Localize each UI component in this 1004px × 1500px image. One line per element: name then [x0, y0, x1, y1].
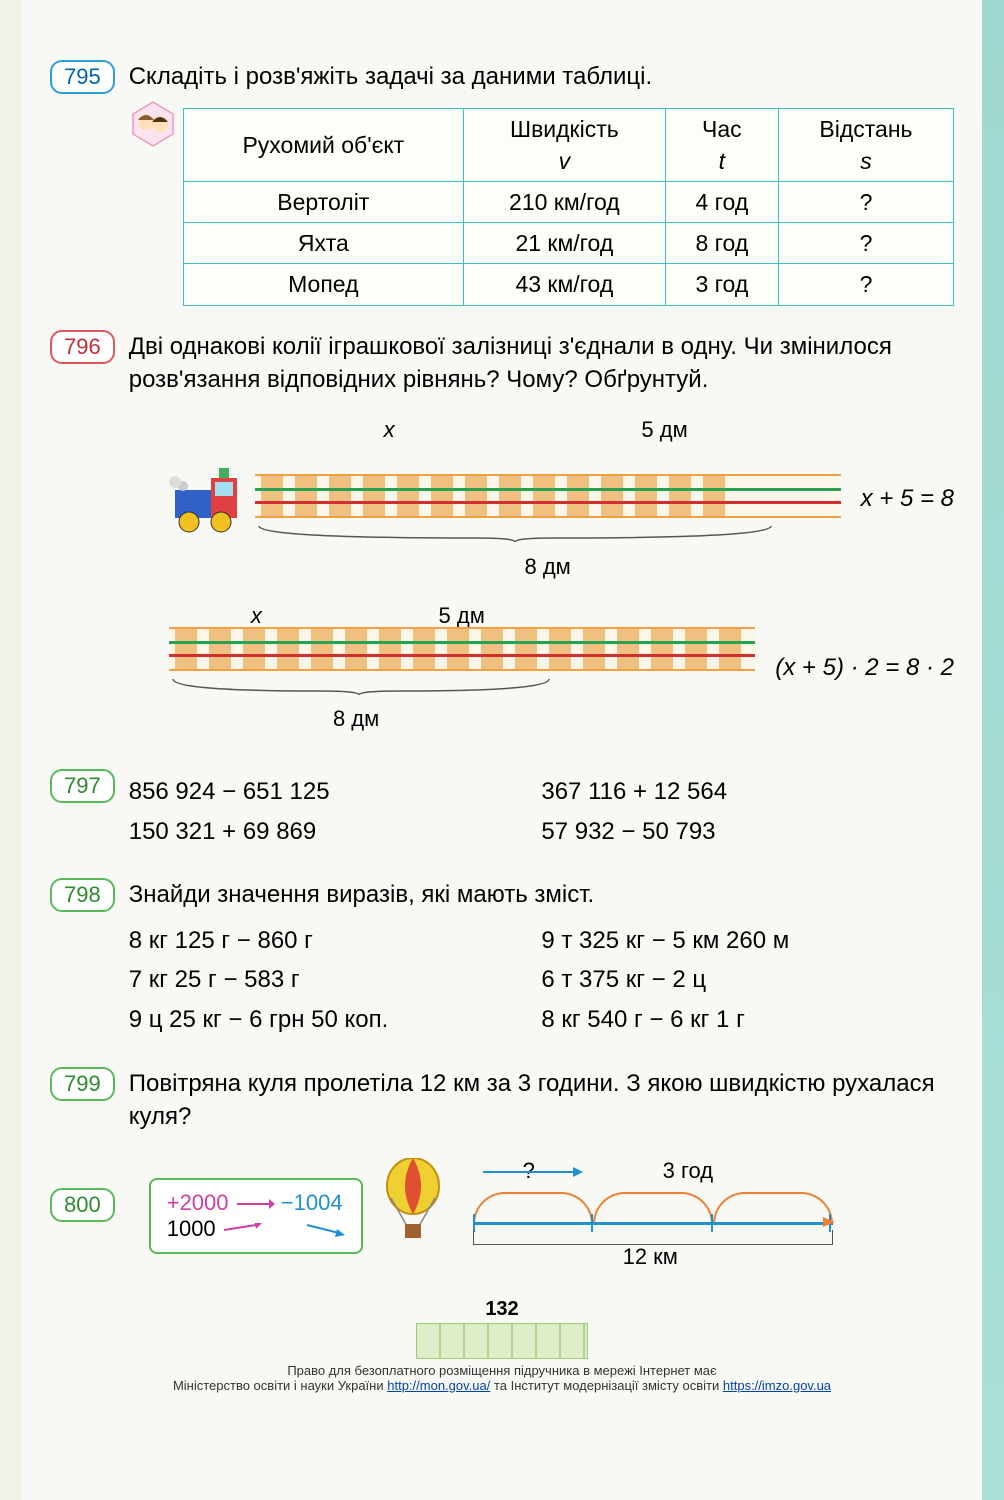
expression: 9 ц 25 кг − 6 грн 50 коп. [129, 1003, 542, 1037]
expression: 9 т 325 кг − 5 км 260 м [541, 924, 954, 958]
ruler-decoration [416, 1323, 588, 1359]
task-795-table: Рухомий об'єкт Швидкістьv Часt Відстаньs… [183, 108, 954, 306]
equation-1: x + 5 = 8 [861, 482, 954, 516]
expression: 57 932 − 50 793 [541, 815, 954, 849]
brace-top-icon [255, 449, 841, 465]
flow-box: +2000 −1004 1000 [149, 1178, 363, 1254]
task-number-796: 796 [50, 330, 115, 364]
table-row: Яхта 21 км/год 8 год ? [183, 223, 953, 264]
arrow-icon [305, 1223, 345, 1237]
task-number-799: 799 [50, 1067, 115, 1101]
balloon-icon [383, 1158, 443, 1248]
task-796: 796 Дві однакові колії іграшкової залізн… [50, 330, 954, 746]
footer-link[interactable]: https://imzo.gov.ua [723, 1378, 831, 1393]
task-799-text: Повітряна куля пролетіла 12 км за 3 годи… [129, 1070, 935, 1131]
footer-link[interactable]: http://mon.gov.ua/ [387, 1378, 490, 1393]
task-797: 797 856 924 − 651 125 150 321 + 69 869 3… [50, 769, 954, 854]
expression: 8 кг 125 г − 860 г [129, 924, 542, 958]
arrow-icon [222, 1223, 262, 1237]
task-795-text: Складіть і розв'яжіть задачі за даними т… [129, 63, 652, 90]
track-diagram-1: x 5 дм [169, 415, 954, 583]
col-time: Часt [665, 108, 778, 181]
arrow-icon [235, 1197, 275, 1211]
col-dist: Відстаньs [778, 108, 953, 181]
arrow-tip-icon [823, 1214, 839, 1230]
equation-2: (x + 5) · 2 = 8 · 2 [775, 651, 954, 685]
brace-bottom-icon [255, 524, 841, 542]
expression: 8 кг 540 г − 6 кг 1 г [541, 1003, 954, 1037]
train-icon [169, 464, 255, 534]
expression: 150 321 + 69 869 [129, 815, 542, 849]
page-number: 132 [50, 1298, 954, 1321]
expression: 856 924 − 651 125 [129, 775, 542, 809]
expression: 7 кг 25 г − 583 г [129, 963, 542, 997]
table-row: Мопед 43 км/год 3 год ? [183, 264, 953, 305]
children-icon [129, 100, 177, 148]
task-number-798: 798 [50, 878, 115, 912]
col-object: Рухомий об'єкт [183, 108, 463, 181]
task-798: 798 Знайди значення виразів, які мають з… [50, 878, 954, 1042]
task-799: 799 Повітряна куля пролетіла 12 км за 3 … [50, 1067, 954, 1134]
footer: Право для безоплатного розміщення підруч… [50, 1363, 954, 1393]
track-diagram-2: x 5 дм [169, 601, 954, 735]
expression: 367 116 + 12 564 [541, 775, 954, 809]
distance-diagram: ? 3 год 12 км [463, 1158, 843, 1268]
task-number-795: 795 [50, 60, 115, 94]
task-795: 795 Складіть і розв'яжіть задачі за дани… [50, 60, 954, 306]
col-speed: Швидкістьv [463, 108, 665, 181]
table-row: Вертоліт 210 км/год 4 год ? [183, 181, 953, 222]
brace-bottom-icon [169, 677, 756, 695]
task-796-text: Дві однакові колії іграшкової залізниці … [129, 333, 892, 394]
task-798-text: Знайди значення виразів, які мають зміст… [129, 878, 954, 912]
task-number-797: 797 [50, 769, 115, 803]
expression: 6 т 375 кг − 2 ц [541, 963, 954, 997]
arrow-icon [483, 1164, 583, 1180]
task-number-800: 800 [50, 1188, 115, 1222]
